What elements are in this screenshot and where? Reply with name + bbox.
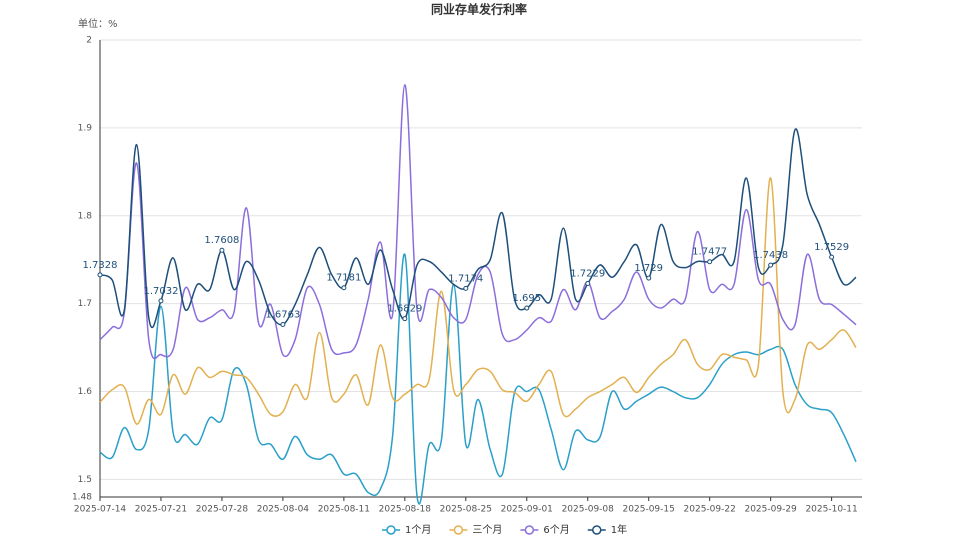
y-tick-label: 1.48 [72,493,92,503]
point-marker [524,305,530,311]
point-marker [402,316,408,322]
point-marker [707,259,713,265]
series-line [99,253,857,505]
y-tick-label: 1.6 [78,387,93,397]
legend-label: 1年 [611,523,627,536]
data-label: 1.7229 [570,269,605,280]
chart-title: 同业存单发行利率 [431,2,527,17]
x-tick-label: 2025-10-11 [805,505,857,515]
point-marker [646,275,652,281]
y-tick-label: 1.5 [78,475,92,485]
legend-label: 6个月 [543,524,569,536]
data-label: 1.7181 [326,273,361,284]
data-label: 1.695 [512,293,541,304]
x-tick-label: 2025-08-04 [257,505,310,515]
x-tick-label: 2025-07-21 [135,505,187,515]
x-tick-label: 2025-07-28 [196,505,249,515]
x-tick-label: 2025-07-14 [74,505,127,515]
x-tick-label: 2025-08-11 [318,505,370,515]
data-label: 1.7608 [204,235,239,246]
data-label: 1.729 [634,263,663,274]
data-label: 1.7032 [143,286,178,297]
point-marker [768,262,774,268]
point-marker [829,254,835,260]
data-label: 1.7477 [692,247,727,258]
y-tick-label: 2 [86,36,92,46]
point-marker [97,272,103,278]
data-label: 1.7438 [753,250,788,261]
point-marker [585,281,591,287]
point-marker [158,298,164,304]
point-marker [219,247,225,253]
data-label: 1.7328 [83,260,118,271]
series-line [99,177,857,425]
y-tick-label: 1.7 [78,299,92,309]
legend-icon [386,525,396,535]
legend-label: 1个月 [405,524,431,536]
point-marker [463,285,469,291]
data-label: 1.6763 [265,309,300,320]
x-tick-label: 2025-09-01 [501,505,553,515]
legend-icon [524,525,535,535]
x-tick-label: 2025-09-08 [562,505,615,515]
legend-icon [592,525,602,535]
data-label: 1.6829 [387,304,422,315]
y-tick-label: 1.8 [78,211,93,221]
y-axis-label: 单位：% [78,17,118,30]
legend-icon [453,525,464,535]
data-label: 1.7174 [448,273,483,284]
y-tick-label: 1.9 [78,123,93,133]
point-marker [280,321,286,327]
point-marker [341,285,347,291]
series-line [99,128,857,328]
x-tick-label: 2025-09-15 [623,505,675,515]
x-tick-label: 2025-09-29 [744,505,797,515]
x-tick-label: 2025-09-22 [684,505,736,515]
series-line [99,84,857,360]
x-tick-label: 2025-08-25 [440,505,492,515]
data-label: 1.7529 [814,242,849,253]
x-tick-label: 2025-08-18 [379,505,432,515]
legend-label: 三个月 [472,524,502,536]
